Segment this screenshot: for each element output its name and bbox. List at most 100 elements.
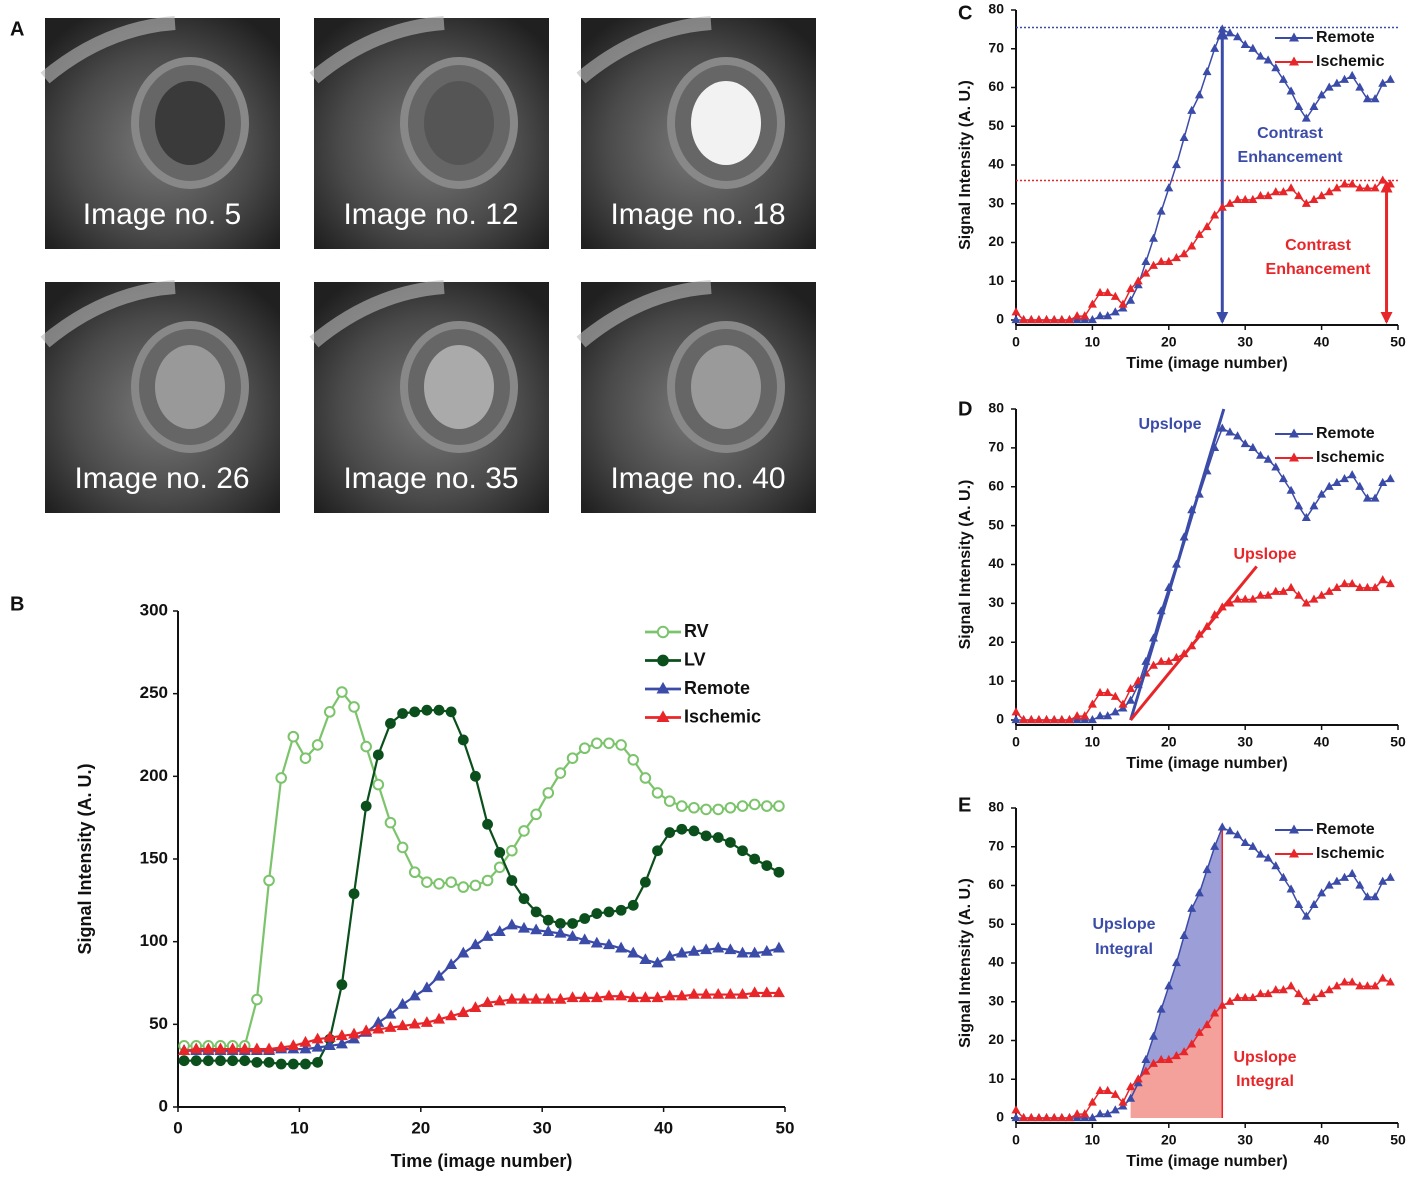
y-axis-title: Signal Intensity (A. U.) — [957, 480, 974, 650]
marker — [604, 907, 615, 918]
mri-cavity — [691, 81, 761, 165]
marker — [264, 1057, 275, 1068]
integral-label: Integral — [1236, 1073, 1294, 1090]
x-tick-label: 40 — [1314, 1132, 1330, 1148]
marker — [386, 818, 396, 828]
marker — [519, 826, 529, 836]
marker — [761, 860, 772, 871]
y-tick-label: 60 — [988, 78, 1004, 94]
marker — [1103, 688, 1112, 696]
marker — [1294, 501, 1303, 509]
marker — [1287, 981, 1296, 989]
marker — [384, 1008, 396, 1019]
marker — [361, 801, 372, 812]
marker — [1042, 1113, 1051, 1121]
marker — [1348, 869, 1357, 877]
marker — [325, 707, 335, 717]
marker — [1034, 715, 1043, 723]
marker — [616, 905, 627, 916]
y-tick-label: 0 — [996, 711, 1004, 727]
marker — [761, 986, 773, 997]
marker — [1218, 24, 1227, 32]
x-tick-label: 30 — [1237, 334, 1253, 350]
marker — [773, 986, 785, 997]
y-tick-label: 20 — [988, 633, 1004, 649]
y-tick-label: 80 — [988, 400, 1004, 416]
mri-cavity — [155, 81, 225, 165]
legend-label: Ischemic — [1316, 53, 1385, 70]
y-tick-label: 80 — [988, 1, 1004, 17]
legend-label: Ischemic — [1316, 845, 1385, 862]
marker — [750, 800, 760, 810]
marker — [1096, 711, 1105, 719]
y-tick-label: 10 — [988, 672, 1004, 688]
series-line — [184, 993, 779, 1051]
marker — [288, 1059, 299, 1070]
marker — [1096, 311, 1105, 319]
marker — [1218, 822, 1227, 830]
marker — [592, 738, 602, 748]
x-tick-label: 0 — [1012, 1132, 1020, 1148]
fit-label: Upslope — [1233, 546, 1296, 563]
marker — [469, 938, 481, 949]
marker — [251, 1043, 263, 1054]
marker — [252, 995, 262, 1005]
marker — [700, 988, 712, 999]
series-line — [184, 925, 779, 1051]
figure: AImage no. 5Image no. 12Image no. 18Imag… — [0, 0, 1407, 1177]
marker — [1180, 133, 1189, 141]
marker — [1287, 583, 1296, 591]
marker — [774, 867, 785, 878]
marker — [1050, 315, 1059, 323]
y-tick-label: 70 — [988, 39, 1004, 55]
y-axis-title: Signal Intensity (A. U.) — [75, 763, 95, 954]
marker — [409, 990, 421, 1001]
marker — [1057, 315, 1066, 323]
y-tick-label: 50 — [988, 117, 1004, 133]
marker — [1233, 993, 1242, 1001]
marker — [1340, 977, 1349, 985]
x-tick-label: 0 — [1012, 334, 1020, 350]
x-axis-title: Time (image number) — [1126, 755, 1288, 772]
x-tick-label: 50 — [1390, 1132, 1406, 1148]
enhancement-label: Contrast — [1285, 237, 1351, 254]
legend-label: RV — [684, 621, 709, 641]
marker — [603, 990, 615, 1001]
legend-label: Remote — [1316, 821, 1375, 838]
marker — [1096, 1109, 1105, 1117]
marker — [616, 740, 626, 750]
x-tick-label: 10 — [1085, 1132, 1101, 1148]
marker — [179, 1055, 190, 1066]
enhancement-label: Enhancement — [1266, 261, 1372, 278]
legend-label: Ischemic — [1316, 449, 1385, 466]
marker — [1241, 195, 1250, 203]
y-tick-label: 70 — [988, 439, 1004, 455]
integral-label: Upslope — [1233, 1049, 1296, 1066]
marker — [653, 788, 663, 798]
x-tick-label: 50 — [776, 1118, 795, 1137]
marker — [640, 877, 651, 888]
legend-label: Ischemic — [684, 706, 761, 726]
legend-label: Remote — [1316, 425, 1375, 442]
marker — [264, 876, 274, 886]
marker — [1012, 307, 1021, 315]
marker — [1378, 974, 1387, 982]
marker — [1187, 106, 1196, 114]
marker — [677, 801, 687, 811]
y-tick-label: 20 — [988, 233, 1004, 249]
mri-cavity — [424, 81, 494, 165]
marker — [543, 915, 554, 926]
marker — [191, 1055, 202, 1066]
image-caption: Image no. 35 — [343, 462, 518, 495]
x-tick-label: 40 — [654, 1118, 673, 1137]
x-tick-label: 20 — [1161, 334, 1177, 350]
x-axis-title: Time (image number) — [1126, 355, 1288, 372]
marker — [657, 655, 669, 667]
enhancement-label: Contrast — [1257, 125, 1323, 142]
marker — [591, 908, 602, 919]
x-axis-title: Time (image number) — [1126, 1153, 1288, 1170]
marker — [434, 705, 445, 716]
marker — [434, 879, 444, 889]
marker — [422, 877, 432, 887]
y-tick-label: 60 — [988, 477, 1004, 493]
